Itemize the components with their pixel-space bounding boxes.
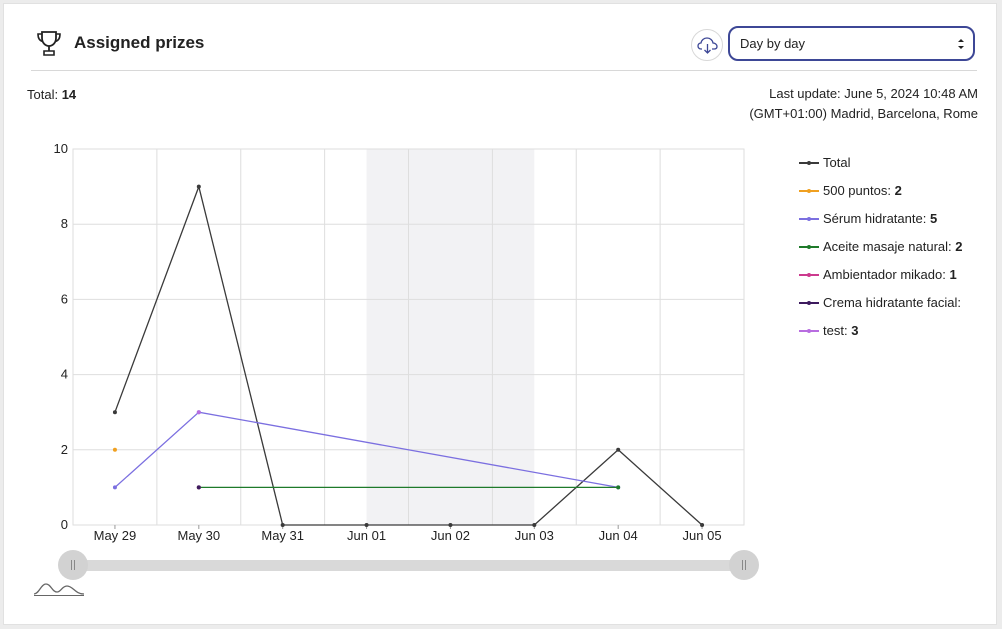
- y-tick-label: 2: [61, 442, 68, 457]
- x-tick-label: Jun 04: [599, 528, 638, 543]
- legend-swatch: [799, 245, 819, 249]
- page-title: Assigned prizes: [74, 33, 205, 52]
- x-tick-label: Jun 02: [431, 528, 470, 543]
- x-tick-label: May 29: [94, 528, 137, 543]
- x-tick-label: May 30: [177, 528, 220, 543]
- legend-swatch: [799, 161, 819, 165]
- legend-value: 2: [894, 183, 902, 198]
- data-point: [112, 447, 117, 452]
- legend-label: Total: [823, 155, 850, 170]
- data-point: [280, 523, 285, 527]
- legend-value: 1: [949, 267, 957, 282]
- x-tick-label: Jun 05: [683, 528, 722, 543]
- total-label: Total:: [27, 87, 59, 102]
- range-slider-track[interactable]: [74, 560, 744, 571]
- data-point: [616, 447, 621, 452]
- data-point: [196, 410, 201, 415]
- trophy-icon: [37, 31, 61, 56]
- series-line: [114, 184, 703, 526]
- cloud-download-icon: [697, 37, 718, 54]
- card-header: Assigned prizes Day by day: [31, 26, 977, 71]
- legend-label: Sérum hidratante: 5: [823, 211, 937, 226]
- download-button[interactable]: [691, 29, 723, 61]
- y-tick-label: 0: [61, 517, 68, 532]
- x-tick-label: May 31: [261, 528, 304, 543]
- y-tick-label: 4: [61, 367, 68, 382]
- range-slider-left-handle[interactable]: [58, 550, 88, 580]
- legend-label: 500 puntos: 2: [823, 183, 902, 198]
- y-tick-label: 10: [54, 141, 68, 156]
- legend-value: 2: [955, 239, 963, 254]
- legend-swatch: [799, 273, 819, 277]
- legend-label: Aceite masaje natural: 2: [823, 239, 962, 254]
- legend-label-text: Sérum hidratante:: [823, 211, 927, 226]
- legend-swatch: [799, 189, 819, 193]
- data-point: [532, 523, 537, 527]
- legend-swatch: [799, 217, 819, 221]
- total-value: 14: [61, 87, 77, 102]
- select-arrows-icon: [958, 39, 964, 49]
- data-point: [112, 410, 117, 415]
- total-summary: Total: 14: [27, 87, 76, 102]
- x-tick-label: Jun 03: [515, 528, 554, 543]
- data-point: [448, 523, 453, 527]
- last-update: Last update: June 5, 2024 10:48 AM (GMT+…: [749, 84, 978, 124]
- data-point: [700, 523, 705, 527]
- y-tick-label: 6: [61, 291, 68, 306]
- legend-label-text: Total: [823, 155, 851, 170]
- legend-label: test: 3: [823, 323, 858, 338]
- legend-label: Crema hidratante facial:: [823, 295, 961, 310]
- data-point: [364, 523, 369, 527]
- data-point: [196, 485, 201, 490]
- last-update-timezone: (GMT+01:00) Madrid, Barcelona, Rome: [749, 106, 978, 121]
- legend-swatch: [799, 329, 819, 333]
- legend-label-text: Crema hidratante facial:: [823, 295, 962, 310]
- range-slider-right-handle[interactable]: [729, 550, 759, 580]
- x-tick-label: Jun 01: [347, 528, 386, 543]
- data-point: [196, 184, 201, 189]
- data-point: [112, 485, 117, 490]
- legend-label-text: Aceite masaje natural:: [823, 239, 952, 254]
- data-point: [616, 485, 621, 490]
- wave-chart-icon: [33, 583, 85, 596]
- legend-label-text: Ambientador mikado:: [823, 267, 946, 282]
- y-tick-label: 8: [61, 216, 68, 231]
- last-update-date: Last update: June 5, 2024 10:48 AM: [769, 86, 978, 101]
- period-select-value: Day by day: [740, 36, 806, 51]
- legend-swatch: [799, 301, 819, 305]
- legend-value: 3: [851, 323, 859, 338]
- legend-label-text: 500 puntos:: [823, 183, 891, 198]
- period-select[interactable]: Day by day: [728, 26, 975, 61]
- legend-value: 5: [929, 211, 938, 226]
- legend-label-text: test:: [823, 323, 848, 338]
- legend-label: Ambientador mikado: 1: [823, 267, 957, 282]
